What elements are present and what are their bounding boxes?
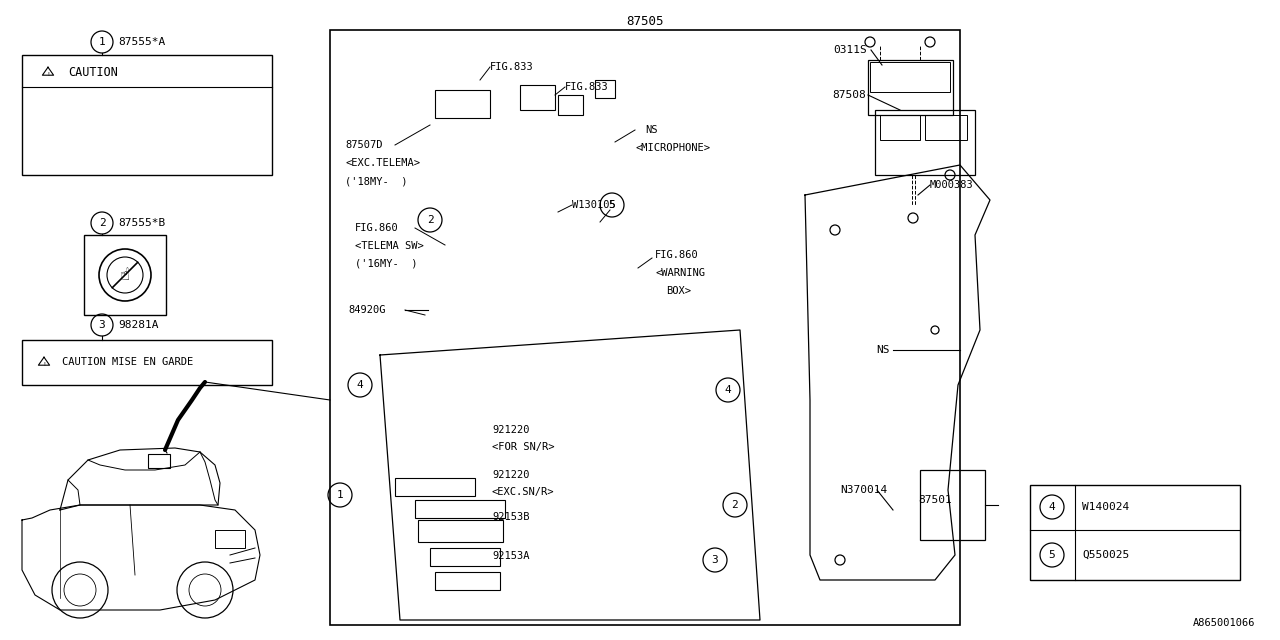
Bar	[881, 115, 920, 140]
Text: 92153A: 92153A	[492, 551, 530, 561]
Text: 87501: 87501	[918, 495, 952, 505]
Text: BOX>: BOX>	[666, 286, 691, 296]
Bar	[84, 235, 166, 315]
Text: 4: 4	[357, 380, 364, 390]
Bar	[22, 340, 273, 385]
Text: <TELEMA SW>: <TELEMA SW>	[355, 241, 424, 251]
Bar	[435, 572, 500, 590]
Text: 3: 3	[712, 555, 718, 565]
Text: 921220: 921220	[492, 425, 530, 435]
Bar	[330, 30, 960, 625]
Text: 2: 2	[99, 218, 105, 228]
Text: <WARNING: <WARNING	[655, 268, 705, 278]
Bar	[430, 548, 500, 566]
Text: <FOR SN/R>: <FOR SN/R>	[492, 442, 554, 452]
Text: N370014: N370014	[840, 485, 887, 495]
Bar	[396, 478, 475, 496]
Text: 84920G: 84920G	[348, 305, 385, 315]
Text: 4: 4	[724, 385, 731, 395]
Text: 5: 5	[1048, 550, 1056, 560]
Text: NS: NS	[876, 345, 890, 355]
Bar	[148, 454, 170, 468]
Text: 2: 2	[426, 215, 434, 225]
Bar	[876, 110, 975, 175]
Bar	[415, 500, 506, 518]
Bar	[215, 530, 244, 548]
Text: 92153B: 92153B	[492, 512, 530, 522]
Text: !: !	[42, 362, 46, 367]
Text: !: !	[46, 72, 50, 77]
Text: FIG.860: FIG.860	[655, 250, 699, 260]
Text: 87508: 87508	[832, 90, 865, 100]
Text: 2: 2	[732, 500, 739, 510]
Text: M000383: M000383	[931, 180, 974, 190]
Bar	[558, 95, 582, 115]
Text: NS: NS	[645, 125, 658, 135]
Text: A865001066: A865001066	[1193, 618, 1254, 628]
Text: 5: 5	[608, 200, 616, 210]
Bar	[595, 80, 614, 98]
Text: <MICROPHONE>: <MICROPHONE>	[635, 143, 710, 153]
Text: CAUTION MISE EN GARDE: CAUTION MISE EN GARDE	[61, 357, 193, 367]
Text: 4: 4	[1048, 502, 1056, 512]
Text: ('16MY-  ): ('16MY- )	[355, 259, 417, 269]
Text: 1: 1	[99, 37, 105, 47]
Text: FIG.833: FIG.833	[564, 82, 609, 92]
Bar	[520, 85, 556, 110]
Text: 87555*B: 87555*B	[118, 218, 165, 228]
Text: 3: 3	[99, 320, 105, 330]
Text: 98281A: 98281A	[118, 320, 159, 330]
Text: 87555*A: 87555*A	[118, 37, 165, 47]
Bar	[1030, 485, 1240, 580]
Text: 1: 1	[337, 490, 343, 500]
Bar	[870, 62, 950, 92]
Text: W130105: W130105	[572, 200, 616, 210]
Bar	[925, 115, 966, 140]
Bar	[920, 470, 986, 540]
Bar	[435, 90, 490, 118]
Text: <EXC.TELEMA>: <EXC.TELEMA>	[346, 158, 420, 168]
Bar	[22, 55, 273, 175]
Text: 87507D: 87507D	[346, 140, 383, 150]
Text: FIG.833: FIG.833	[490, 62, 534, 72]
Text: 921220: 921220	[492, 470, 530, 480]
Text: ☝: ☝	[120, 266, 131, 284]
Text: W140024: W140024	[1082, 502, 1129, 512]
Text: ('18MY-  ): ('18MY- )	[346, 176, 407, 186]
Text: <EXC.SN/R>: <EXC.SN/R>	[492, 487, 554, 497]
Bar	[868, 60, 954, 115]
Text: CAUTION: CAUTION	[68, 65, 118, 79]
Bar	[419, 520, 503, 542]
Text: 87505: 87505	[626, 15, 664, 28]
Text: FIG.860: FIG.860	[355, 223, 399, 233]
Text: Q550025: Q550025	[1082, 550, 1129, 560]
Text: 0311S: 0311S	[833, 45, 867, 55]
